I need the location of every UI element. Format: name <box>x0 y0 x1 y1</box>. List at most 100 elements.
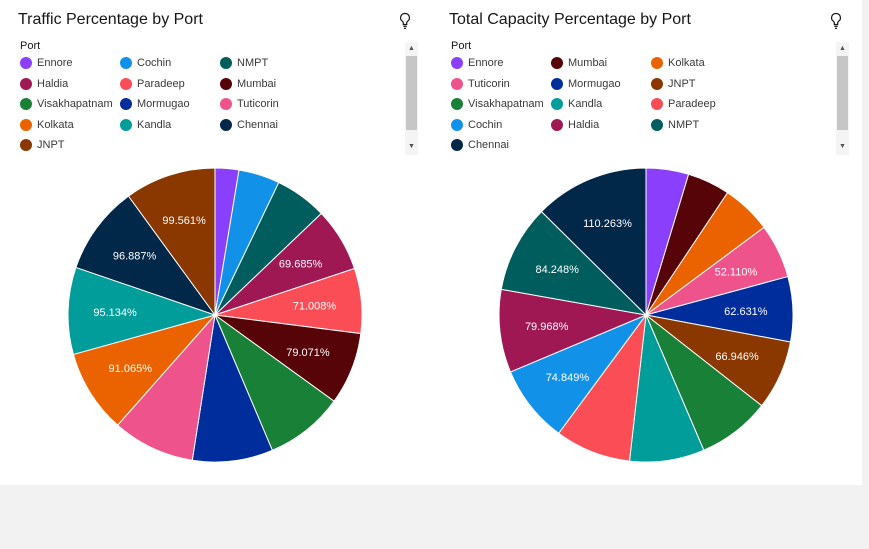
scroll-up-arrow-icon[interactable]: ▲ <box>408 45 415 52</box>
legend-item-mumbai[interactable]: Mumbai <box>551 56 651 70</box>
legend-swatch <box>220 118 232 131</box>
legend-label: Paradeep <box>668 98 716 110</box>
chart-legend: Port Ennore Mumbai Kolkata Tuticorin Mormuga… <box>451 40 836 158</box>
legend-item-ennore[interactable]: Ennore <box>451 56 551 70</box>
legend-item-visakhapatnam[interactable]: Visakhapatnam <box>20 97 120 111</box>
legend-scrollbar[interactable]: ▲ ▼ <box>405 42 418 155</box>
legend-title: Port <box>20 40 41 52</box>
legend-items: Ennore Mumbai Kolkata Tuticorin Mormugao JNPT… <box>451 56 836 152</box>
legend-item-paradeep[interactable]: Paradeep <box>120 77 220 91</box>
legend-item-cochin[interactable]: Cochin <box>120 56 220 70</box>
slice-label-kandla: 95.134% <box>93 307 137 319</box>
legend-label: Paradeep <box>137 77 185 90</box>
legend-item-tuticorin[interactable]: Tuticorin <box>220 97 320 111</box>
legend-item-kolkata[interactable]: Kolkata <box>20 118 120 132</box>
legend-item-nmpt[interactable]: NMPT <box>220 56 320 70</box>
legend-label: Haldia <box>568 118 600 131</box>
scroll-up-arrow-icon[interactable]: ▲ <box>839 45 846 52</box>
pie-slice-nmpt[interactable] <box>500 210 648 316</box>
pie-slice-haldia[interactable] <box>498 288 648 373</box>
pie-slice-kolkata[interactable] <box>72 314 217 426</box>
pie-chart: 69.685% 71.008% 79.071% 91.065% 95.134% 96.88… <box>67 167 363 463</box>
legend-label: Haldia <box>37 77 69 90</box>
slice-label-mormugao: 62.631% <box>724 306 768 318</box>
legend-label: JNPT <box>37 139 65 151</box>
legend-item-cochin[interactable]: Cochin <box>451 118 551 132</box>
pie-slice-kandla[interactable] <box>67 266 217 356</box>
slice-label-chennai: 110.263% <box>583 218 632 230</box>
legend-item-visakhapatnam[interactable]: Visakhapatnam <box>451 97 551 111</box>
legend-label: Visakhapatnam <box>37 98 113 110</box>
legend-swatch <box>220 77 232 90</box>
legend-label: Chennai <box>237 118 278 131</box>
pie-chart: 52.110% 62.631% 66.946% 74.849% 79.968% 84.24… <box>498 167 794 463</box>
legend-item-paradeep[interactable]: Paradeep <box>651 97 751 111</box>
legend-swatch <box>120 98 132 110</box>
legend-item-tuticorin[interactable]: Tuticorin <box>451 77 551 91</box>
legend-swatch <box>120 77 132 90</box>
legend-item-chennai[interactable]: Chennai <box>451 138 551 152</box>
legend-swatch <box>651 77 663 90</box>
legend-item-mormugao[interactable]: Mormugao <box>120 97 220 111</box>
legend-item-mormugao[interactable]: Mormugao <box>551 77 651 91</box>
scrollbar-thumb[interactable] <box>837 56 848 130</box>
slice-label-mumbai: 79.071% <box>286 347 330 359</box>
legend-swatch <box>551 98 563 110</box>
legend-swatch <box>451 118 463 131</box>
legend-item-haldia[interactable]: Haldia <box>551 118 651 132</box>
legend-swatch <box>551 77 563 90</box>
pie-slice-mormugao[interactable] <box>191 313 274 463</box>
legend-item-kandla[interactable]: Kandla <box>120 118 220 132</box>
legend-swatch <box>451 139 463 151</box>
legend-swatch <box>551 57 563 69</box>
legend-label: Cochin <box>468 118 503 131</box>
legend-label: Kolkata <box>37 118 74 131</box>
legend-label: Visakhapatnam <box>468 98 544 110</box>
legend-item-mumbai[interactable]: Mumbai <box>220 77 320 91</box>
legend-label: Kandla <box>568 98 603 110</box>
scroll-down-arrow-icon[interactable]: ▼ <box>408 143 415 150</box>
legend-label: Mumbai <box>568 57 608 69</box>
legend-label: NMPT <box>668 118 700 131</box>
legend-swatch <box>220 98 232 110</box>
pie-slice-tuticorin[interactable] <box>116 313 216 461</box>
capacity-chart-panel: Total Capacity Percentage by Port Port E… <box>431 0 862 485</box>
slice-label-jnpt: 99.561% <box>162 215 206 227</box>
slice-label-jnpt: 66.946% <box>715 351 759 363</box>
pie-slice-chennai[interactable] <box>75 195 217 316</box>
chart-legend: Port Ennore Cochin NMPT Haldia Paradeep Mumba… <box>20 40 405 158</box>
legend-scrollbar[interactable]: ▲ ▼ <box>836 42 849 155</box>
lightbulb-icon[interactable] <box>830 12 842 30</box>
dashboard-canvas: Traffic Percentage by Port Port Ennore Co… <box>0 0 862 485</box>
legend-swatch <box>20 139 32 151</box>
slice-label-chennai: 96.887% <box>113 251 157 263</box>
legend-label: Kolkata <box>668 57 705 69</box>
legend-item-kandla[interactable]: Kandla <box>551 97 651 111</box>
slice-label-tuticorin: 52.110% <box>715 266 758 278</box>
legend-swatch <box>20 118 32 131</box>
legend-item-jnpt[interactable]: JNPT <box>651 77 751 91</box>
legend-item-jnpt[interactable]: JNPT <box>20 138 120 152</box>
slice-label-haldia: 79.968% <box>525 321 569 333</box>
legend-item-nmpt[interactable]: NMPT <box>651 118 751 132</box>
pie-slice-chennai[interactable] <box>540 167 647 317</box>
scroll-down-arrow-icon[interactable]: ▼ <box>839 143 846 150</box>
traffic-chart-panel: Traffic Percentage by Port Port Ennore Co… <box>0 0 430 485</box>
legend-swatch <box>20 77 32 90</box>
scrollbar-thumb[interactable] <box>406 56 417 130</box>
pie-slice-jnpt[interactable] <box>127 167 216 317</box>
chart-title: Total Capacity Percentage by Port <box>449 11 691 28</box>
legend-item-chennai[interactable]: Chennai <box>220 118 320 132</box>
legend-item-ennore[interactable]: Ennore <box>20 56 120 70</box>
legend-title: Port <box>451 40 472 52</box>
legend-swatch <box>20 57 32 69</box>
legend-label: JNPT <box>668 77 696 90</box>
legend-swatch <box>120 57 132 69</box>
lightbulb-icon[interactable] <box>399 12 411 30</box>
slice-label-paradeep: 71.008% <box>293 300 337 312</box>
legend-item-haldia[interactable]: Haldia <box>20 77 120 91</box>
legend-label: Mormugao <box>137 98 190 110</box>
legend-swatch <box>120 118 132 131</box>
slice-label-haldia: 69.685% <box>279 258 323 270</box>
legend-item-kolkata[interactable]: Kolkata <box>651 56 751 70</box>
